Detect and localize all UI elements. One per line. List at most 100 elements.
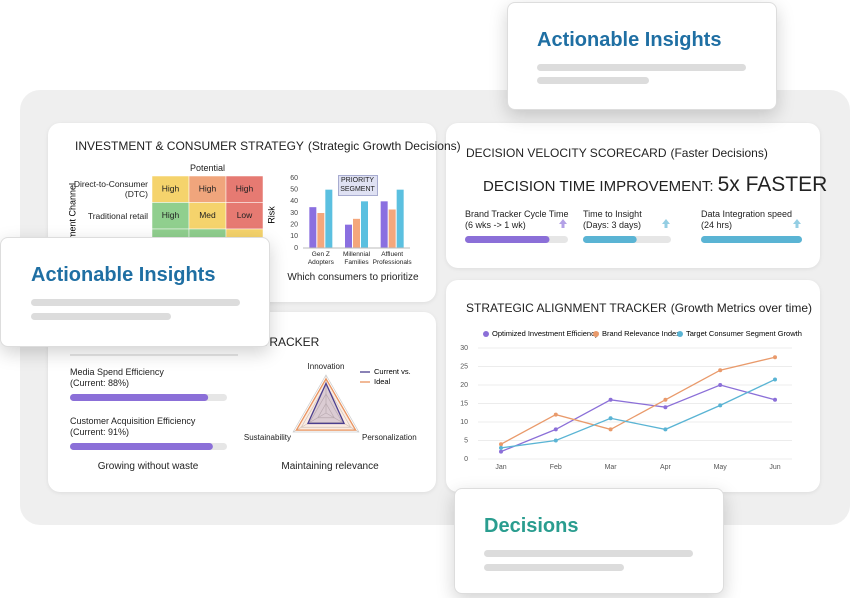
- point: [718, 368, 723, 373]
- point: [718, 383, 723, 387]
- chart-subtitle: (Faster Decisions): [670, 146, 768, 160]
- radar-grid: [292, 374, 360, 433]
- decisions-title: Decisions: [484, 515, 579, 537]
- x-tick-label: Feb: [550, 464, 562, 471]
- chart-title: TRACKER: [262, 335, 320, 349]
- bar: [353, 218, 360, 248]
- item-label: Media Spend Efficiency: [70, 367, 164, 377]
- decisions-card: Decisions: [454, 488, 724, 594]
- point: [608, 416, 613, 421]
- cell-label: High: [236, 184, 254, 194]
- heat-cell: [225, 175, 264, 203]
- up-arrow: [662, 219, 670, 228]
- point: [499, 449, 503, 454]
- progress-fill: [465, 236, 550, 243]
- title-row: STRATEGIC ALIGNMENT TRACKER (Growth Metri…: [466, 301, 812, 315]
- series-line: [500, 378, 776, 449]
- y-tick-label: 15: [460, 400, 468, 407]
- insight-title: Actionable Insights: [537, 29, 722, 51]
- progress-fill: [70, 443, 213, 450]
- bar: [309, 207, 317, 248]
- x-tick-label: Gen Z Adopters: [307, 251, 334, 266]
- y-tick-label: 0: [464, 456, 468, 463]
- headline-highlight: 5x FASTER: [717, 173, 828, 196]
- y-tick-label: 60: [290, 175, 298, 182]
- y-tick-label: 10: [460, 419, 468, 426]
- y-axis-label: Investment Channel: [67, 183, 77, 263]
- point: [773, 397, 777, 402]
- point: [608, 397, 613, 402]
- legend-label: Current vs.: [374, 367, 411, 376]
- caption: Maintaining relevance: [281, 461, 379, 472]
- item-label: Customer Acquisition Efficiency: [70, 416, 196, 426]
- heat-cell: [188, 202, 227, 230]
- legend-label: Optimized Investment Efficiency: [492, 329, 599, 338]
- radar-grid: [300, 383, 352, 428]
- placeholder-line: [484, 550, 693, 557]
- point: [663, 405, 668, 410]
- headline: DECISION TIME IMPROVEMENT: 5x FASTER: [483, 173, 827, 197]
- radar-grid: [317, 402, 335, 419]
- bar: [361, 201, 368, 248]
- row-label: Traditional retail: [87, 210, 148, 221]
- series-line: [500, 356, 776, 445]
- bar: [317, 213, 325, 248]
- y-tick-label: 40: [290, 198, 298, 205]
- legend-dot: [593, 331, 599, 337]
- axis-label: Personalization: [362, 433, 417, 442]
- placeholder-line: [537, 77, 649, 84]
- point: [718, 403, 723, 408]
- y-tick-label: 30: [290, 210, 298, 217]
- x-tick-label: Mar: [605, 464, 618, 471]
- legend-label: Ideal: [374, 377, 391, 386]
- y-tick-label: 0: [294, 245, 298, 252]
- heat-cell: [151, 202, 190, 230]
- legend-dot: [677, 331, 683, 337]
- cell-label: Low: [237, 210, 253, 220]
- bar: [396, 189, 404, 248]
- bar: [325, 189, 333, 248]
- radar-spoke: [292, 412, 327, 433]
- point: [663, 427, 668, 432]
- title-row: TRACKER: [262, 335, 319, 349]
- x-tick-label: Jun: [769, 464, 780, 471]
- chart-title: STRATEGIC ALIGNMENT TRACKER: [466, 301, 667, 315]
- y-tick-label: 20: [290, 222, 298, 229]
- legend-dot: [483, 331, 489, 337]
- item-detail: (24 hrs): [701, 220, 733, 230]
- y-tick-label: 20: [460, 382, 468, 389]
- chart-subtitle: (Strategic Growth Decisions): [307, 139, 461, 153]
- point: [608, 427, 613, 432]
- annotation: PRIORITY SEGMENT: [337, 175, 378, 196]
- title-row: INVESTMENT & CONSUMER STRATEGY (Strategic…: [75, 139, 461, 153]
- legend-label: Target Consumer Segment Growth: [686, 329, 802, 338]
- placeholder-line: [484, 564, 624, 571]
- radar-area: [306, 381, 346, 425]
- radar-grid: [308, 393, 344, 423]
- bar: [380, 201, 388, 248]
- point: [553, 427, 558, 432]
- up-arrow: [559, 219, 567, 228]
- card: [446, 280, 820, 492]
- insight-title: Actionable Insights: [31, 264, 216, 286]
- heat-cell: [151, 175, 190, 203]
- placeholder-line: [31, 299, 240, 306]
- placeholder-line: [537, 64, 746, 71]
- insight-card: Actionable Insights: [507, 2, 777, 110]
- insight-card: Actionable Insights: [0, 237, 270, 347]
- item-detail: (Days: 3 days): [583, 220, 642, 230]
- x-axis-label: Potential: [189, 163, 226, 173]
- placeholder-line: [31, 313, 171, 320]
- title-row: DECISION VELOCITY SCORECARD (Faster Decis…: [466, 146, 768, 160]
- chart-title: INVESTMENT & CONSUMER STRATEGY: [75, 139, 304, 153]
- cell-label: High: [162, 210, 180, 220]
- progress-fill: [70, 394, 209, 401]
- axis-label: Innovation: [307, 362, 345, 371]
- point: [499, 445, 503, 450]
- row-label: Direct-to-Consumer (DTC): [73, 179, 148, 200]
- point: [553, 438, 558, 443]
- headline-text: DECISION TIME IMPROVEMENT:: [483, 178, 714, 195]
- x-tick-label: Millennial Families: [342, 251, 371, 266]
- chart-title: DECISION VELOCITY SCORECARD: [466, 146, 667, 160]
- point: [553, 412, 558, 417]
